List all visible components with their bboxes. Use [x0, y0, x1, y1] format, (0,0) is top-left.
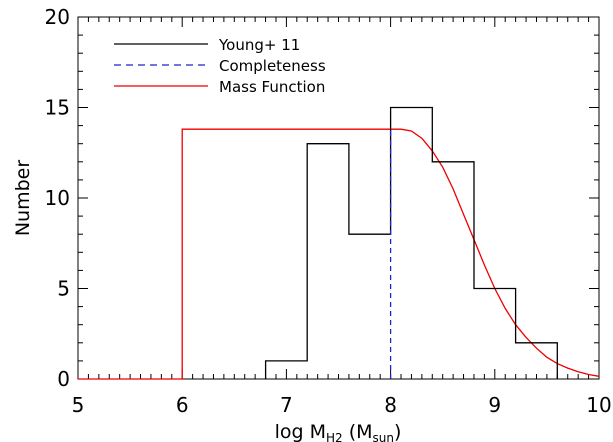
plot-frame: [77, 16, 600, 380]
x-axis-title-unit-sub: sun: [373, 431, 394, 442]
x-axis-title-sub: H2: [326, 431, 343, 442]
y-tick-label: 15: [45, 96, 70, 120]
legend-label-histogram: Young+ 11: [218, 36, 300, 54]
x-tick-label: 6: [176, 393, 189, 417]
x-axis-title-unit-close: ): [394, 421, 401, 442]
series: [78, 106, 600, 380]
legend: Young+ 11 Completeness Mass Function: [114, 36, 326, 96]
y-axis-title: Number: [12, 160, 34, 237]
x-tick-label: 8: [384, 393, 397, 417]
y-tick-label: 5: [57, 277, 70, 301]
x-tick-label: 10: [586, 393, 611, 417]
x-axis-title-main: log M: [275, 421, 326, 442]
x-tick-label: 9: [488, 393, 501, 417]
mass-function-line: [78, 128, 600, 380]
ticks: [77, 16, 600, 380]
y-tick-label: 10: [45, 186, 70, 210]
x-tick-label: 7: [280, 393, 293, 417]
x-axis-title-unit-open: (M: [343, 421, 373, 442]
legend-label-mass-function: Mass Function: [219, 78, 325, 96]
y-tick-label: 0: [57, 367, 70, 391]
y-tick-label: 20: [45, 5, 70, 29]
histogram-outline: [264, 106, 558, 379]
x-axis-title: log MH2 (Msun): [275, 421, 402, 442]
x-tick-label: 5: [72, 393, 85, 417]
legend-label-completeness: Completeness: [219, 57, 326, 75]
